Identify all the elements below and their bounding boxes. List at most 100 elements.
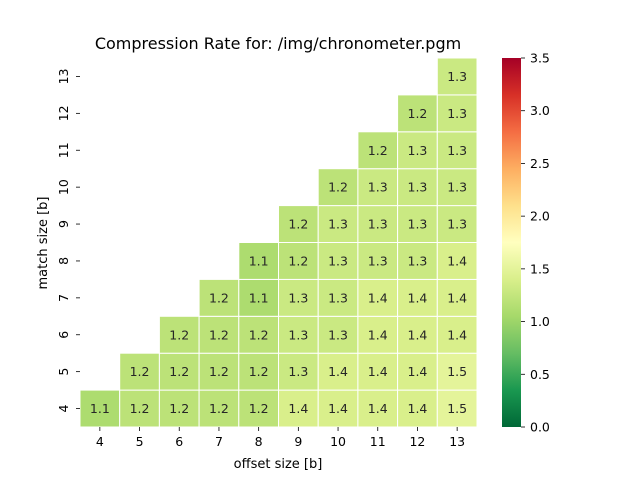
- heatmap-cell: [278, 205, 319, 244]
- cell-value-label: 1.3: [328, 327, 348, 342]
- heatmap-cell: [317, 205, 359, 244]
- heatmap-cell: [317, 168, 359, 207]
- cell-value-label: 1.2: [249, 327, 269, 342]
- heatmap-cell: [158, 315, 200, 354]
- heatmap-cell: [436, 315, 478, 354]
- cell-value-label: 1.1: [249, 290, 269, 305]
- x-tick-label: 11: [370, 434, 386, 449]
- colorbar-tick-label: 0.0: [530, 420, 550, 435]
- cell-value-label: 1.2: [288, 217, 308, 232]
- cell-value-label: 1.4: [447, 253, 467, 268]
- y-tick-label: 12: [56, 105, 71, 121]
- cell-value-label: 1.3: [408, 143, 428, 158]
- x-tick-label: 9: [294, 434, 302, 449]
- cell-value-label: 1.4: [447, 327, 467, 342]
- colorbar-tick-label: 2.5: [530, 156, 550, 171]
- y-axis-ticks: 4 5 6 7 8 9 10 11 12 13: [56, 68, 80, 413]
- heatmap-cell: [357, 242, 399, 280]
- cell-value-label: 1.5: [447, 364, 467, 379]
- heatmap-cell: [198, 315, 240, 354]
- colorbar-ticks: 0.0 0.5 1.0 1.5 2.0 2.5 3.0 3.5: [521, 51, 550, 435]
- heatmap-cell: [357, 389, 399, 428]
- heatmap-cell: [436, 389, 478, 428]
- cell-value-label: 1.4: [408, 327, 428, 342]
- cell-value-label: 1.3: [447, 217, 467, 232]
- cell-value-label: 1.3: [328, 217, 348, 232]
- heatmap-cell: [317, 352, 359, 391]
- heatmap-cell: [436, 168, 478, 207]
- cell-value-label: 1.3: [447, 143, 467, 158]
- heatmap-cell: [238, 242, 280, 280]
- cell-value-label: 1.3: [328, 253, 348, 268]
- cell-value-label: 1.4: [408, 290, 428, 305]
- cell-value-label: 1.2: [209, 290, 229, 305]
- cell-value-label: 1.4: [368, 290, 388, 305]
- heatmap-cell: [436, 352, 478, 391]
- heatmap-cell: [198, 352, 240, 391]
- cell-value-label: 1.3: [328, 290, 348, 305]
- cell-value-label: 1.3: [447, 69, 467, 84]
- colorbar-tick-label: 0.5: [530, 367, 550, 382]
- heatmap-cell: [397, 168, 438, 207]
- y-tick-label: 9: [56, 220, 71, 228]
- heatmap-cell: [436, 57, 478, 96]
- x-tick-label: 5: [136, 434, 144, 449]
- cell-value-label: 1.3: [368, 180, 388, 195]
- colorbar-tick-label: 1.5: [530, 261, 550, 276]
- x-tick-label: 12: [409, 434, 425, 449]
- cell-value-label: 1.2: [249, 401, 269, 416]
- cell-value-label: 1.4: [447, 290, 467, 305]
- y-tick-label: 13: [56, 68, 71, 84]
- cell-value-label: 1.2: [169, 401, 189, 416]
- cell-value-label: 1.3: [368, 253, 388, 268]
- cell-value-label: 1.3: [288, 327, 308, 342]
- cell-value-label: 1.4: [328, 401, 348, 416]
- cell-value-label: 1.1: [90, 401, 110, 416]
- cell-value-label: 1.1: [249, 253, 269, 268]
- heatmap-cell: [397, 94, 438, 133]
- heatmap-cell: [357, 352, 399, 391]
- colorbar-tick-label: 3.5: [530, 51, 550, 66]
- heatmap-cell: [158, 352, 200, 391]
- cell-value-label: 1.4: [408, 364, 428, 379]
- cell-value-label: 1.4: [408, 401, 428, 416]
- cell-value-label: 1.4: [368, 401, 388, 416]
- colorbar-tick-label: 3.0: [530, 103, 550, 118]
- cell-value-label: 1.3: [408, 180, 428, 195]
- y-axis-label: match size [b]: [36, 197, 51, 290]
- x-tick-label: 6: [175, 434, 183, 449]
- y-tick-label: 8: [56, 257, 71, 265]
- cell-value-label: 1.2: [328, 180, 348, 195]
- cell-value-label: 1.3: [368, 217, 388, 232]
- colorbar-tick-label: 1.0: [530, 314, 550, 329]
- cell-value-label: 1.3: [447, 180, 467, 195]
- cell-value-label: 1.4: [328, 364, 348, 379]
- heatmap-cell: [278, 315, 319, 354]
- y-tick-label: 7: [56, 294, 71, 302]
- cell-value-label: 1.2: [288, 253, 308, 268]
- colorbar-tick-label: 2.0: [530, 209, 550, 224]
- cell-value-label: 1.5: [447, 401, 467, 416]
- cell-value-label: 1.2: [169, 327, 189, 342]
- x-tick-label: 7: [215, 434, 223, 449]
- cell-value-label: 1.4: [288, 401, 308, 416]
- heatmap-cell: [198, 278, 240, 317]
- cell-value-label: 1.2: [169, 364, 189, 379]
- cell-value-label: 1.2: [209, 364, 229, 379]
- cell-value-label: 1.4: [368, 364, 388, 379]
- x-tick-label: 4: [96, 434, 104, 449]
- cell-value-label: 1.4: [368, 327, 388, 342]
- heatmap-cell: [357, 131, 399, 170]
- heatmap-cell: [436, 131, 478, 170]
- heatmap-cell: [278, 389, 319, 428]
- y-tick-label: 11: [56, 142, 71, 158]
- heatmap-cell: [119, 389, 160, 428]
- y-tick-label: 4: [56, 405, 71, 413]
- cell-value-label: 1.2: [130, 364, 150, 379]
- y-tick-label: 6: [56, 331, 71, 339]
- cell-value-label: 1.2: [408, 106, 428, 121]
- y-tick-label: 5: [56, 368, 71, 376]
- cell-value-label: 1.3: [288, 290, 308, 305]
- cell-value-label: 1.2: [249, 364, 269, 379]
